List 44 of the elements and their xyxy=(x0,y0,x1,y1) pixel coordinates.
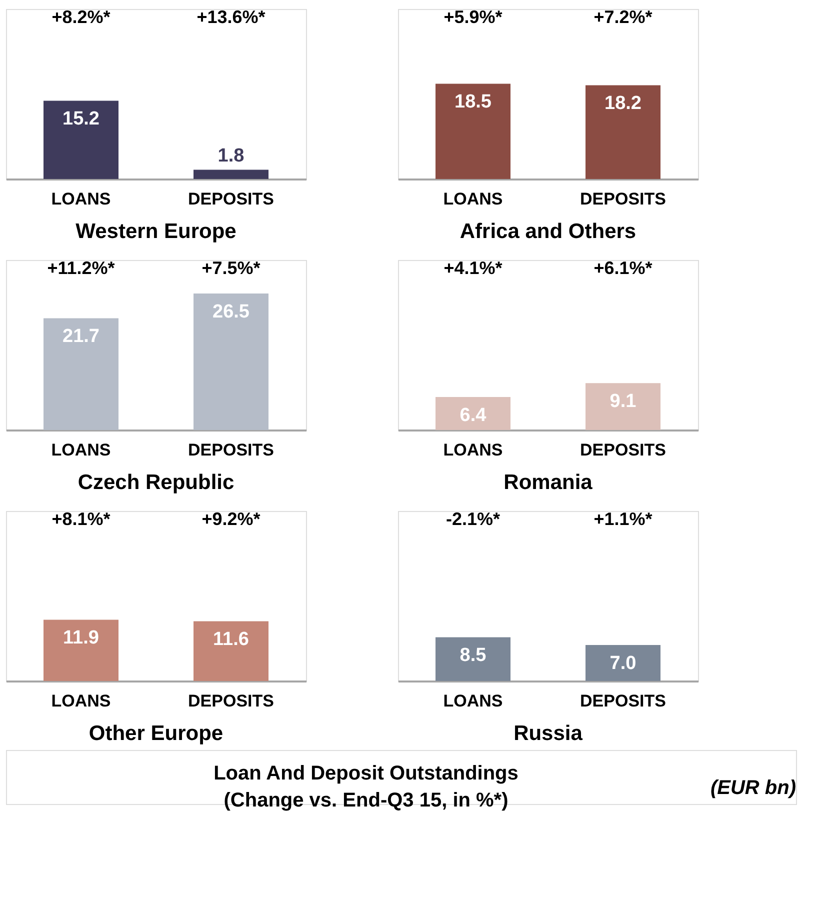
data-label: 11.6 xyxy=(213,629,249,650)
annotation: +9.2%* xyxy=(202,509,260,529)
text: Loan And Deposit Outstandings (Change vs. End-Q3 15, in %*) xyxy=(214,762,518,812)
data-label: 21.7 xyxy=(62,326,100,348)
annotation: +4.1%* xyxy=(444,258,502,278)
x-tick-label: DEPOSITS xyxy=(188,440,274,460)
x-tick-label: LOANS xyxy=(51,440,111,460)
text: Western Europe xyxy=(76,220,236,243)
x-tick-label: DEPOSITS xyxy=(188,692,274,710)
annotation: +1.1%* xyxy=(594,509,652,529)
annotation: +6.1%* xyxy=(594,258,652,278)
annotation: +7.5%* xyxy=(202,258,260,278)
text: Africa and Others xyxy=(460,220,636,243)
data-label: 18.5 xyxy=(454,92,492,113)
x-tick-label: DEPOSITS xyxy=(580,692,666,710)
data-label: 7.0 xyxy=(610,652,636,674)
annotation: +7.2%* xyxy=(594,7,652,27)
data-label: 9.1 xyxy=(610,391,637,412)
annotation: +5.9%* xyxy=(444,7,502,27)
x-tick-label: LOANS xyxy=(443,440,503,460)
data-label: 26.5 xyxy=(212,301,250,322)
text: (EUR bn) xyxy=(710,777,796,799)
annotation: +11.2%* xyxy=(47,258,115,278)
annotation: +8.1%* xyxy=(52,509,110,529)
data-label: 15.2 xyxy=(62,108,100,130)
x-tick-label: LOANS xyxy=(51,692,111,710)
x-tick-label: LOANS xyxy=(443,692,503,710)
x-tick-label: DEPOSITS xyxy=(188,190,274,208)
text: Romania xyxy=(504,471,593,494)
data-label: 8.5 xyxy=(460,645,487,666)
data-label: 6.4 xyxy=(460,405,487,426)
annotation: +13.6%* xyxy=(196,7,266,27)
text: Russia xyxy=(514,722,583,745)
data-label: 18.2 xyxy=(604,93,642,114)
x-tick-label: DEPOSITS xyxy=(580,190,666,208)
x-tick-label: DEPOSITS xyxy=(580,440,666,460)
data-label: 1.8 xyxy=(218,146,244,167)
text: Czech Republic xyxy=(78,471,234,494)
data-label: 11.9 xyxy=(63,628,99,649)
x-tick-label: LOANS xyxy=(443,190,503,208)
annotation: -2.1%* xyxy=(446,509,500,529)
x-tick-label: LOANS xyxy=(51,190,111,208)
text: Other Europe xyxy=(88,722,224,745)
annotation: +8.2%* xyxy=(52,7,110,27)
